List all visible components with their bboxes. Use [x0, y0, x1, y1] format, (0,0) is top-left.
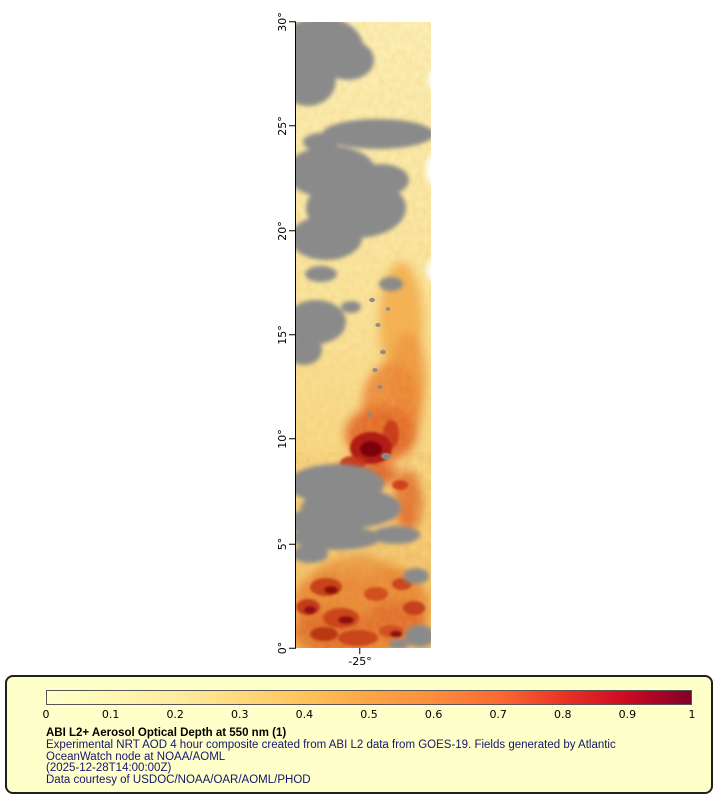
- y-axis-tick-label: 5°: [276, 537, 289, 551]
- colorbar-tick-label: 0.1: [101, 708, 120, 721]
- colorbar-tick-label: 1: [688, 708, 696, 721]
- colorbar-tick-label: 0.5: [360, 708, 378, 721]
- tick-mark: [289, 438, 296, 440]
- colorbar-tick-label: 0: [42, 708, 50, 721]
- y-axis-tick: 5°: [275, 537, 296, 551]
- y-axis-tick-label: 30°: [276, 12, 289, 32]
- legend-text-block: ABI L2+ Aerosol Optical Depth at 550 nm …: [46, 727, 691, 787]
- colorbar-tick-label: 0.3: [231, 708, 249, 721]
- y-axis-tick-label: 0°: [276, 641, 289, 655]
- tick-mark: [289, 21, 296, 23]
- tick-mark: [289, 647, 296, 649]
- y-axis-tick: 0°: [275, 641, 296, 655]
- tick-mark: [289, 230, 296, 232]
- colorbar-tick-label: 0.8: [554, 708, 572, 721]
- y-axis-tick: 10°: [275, 429, 296, 449]
- y-axis-tick: 15°: [275, 325, 296, 345]
- colorbar-tick-label: 0.9: [618, 708, 637, 721]
- colorbar-tick-label: 0.6: [424, 708, 443, 721]
- tick-mark: [359, 648, 361, 654]
- legend-credit: Data courtesy of USDOC/NOAA/OAR/AOML/PHO…: [46, 774, 311, 787]
- y-axis-tick-label: 15°: [276, 325, 289, 345]
- y-axis-tick: 25°: [275, 116, 296, 136]
- colorbar: 0 0.1 0.2 0.3 0.4 0.5 0.6 0.7 0.8 0.9 1: [42, 690, 696, 721]
- legend-panel: 0 0.1 0.2 0.3 0.4 0.5 0.6 0.7 0.8 0.9 1 …: [5, 675, 713, 794]
- aod-map-image: [296, 22, 431, 648]
- y-axis-tick: 20°: [275, 221, 296, 241]
- legend-timestamp: (2025-12-28T14:00:00Z): [46, 762, 172, 775]
- colorbar-tick-label: 0.4: [295, 708, 314, 721]
- y-axis-tick: 30°: [275, 12, 296, 32]
- colorbar-tick-label: 0.7: [489, 708, 507, 721]
- tick-mark: [289, 334, 296, 336]
- x-axis-tick-label: -25°: [348, 655, 372, 668]
- x-axis-tick: -25°: [348, 648, 372, 668]
- legend-description-line2: OceanWatch node at NOAA/AOML: [46, 750, 226, 763]
- legend-title: ABI L2+ Aerosol Optical Depth at 550 nm …: [46, 727, 287, 739]
- colorbar-gradient: [46, 690, 692, 705]
- y-axis-tick-label: 10°: [276, 429, 289, 449]
- tick-mark: [289, 543, 296, 545]
- tick-mark: [289, 125, 296, 127]
- y-axis-tick-label: 20°: [276, 221, 289, 241]
- legend-description-line1: Experimental NRT AOD 4 hour composite cr…: [46, 738, 616, 751]
- colorbar-labels: 0 0.1 0.2 0.3 0.4 0.5 0.6 0.7 0.8 0.9 1: [42, 708, 696, 721]
- y-axis-tick-label: 25°: [276, 116, 289, 136]
- colorbar-tick-label: 0.2: [166, 708, 184, 721]
